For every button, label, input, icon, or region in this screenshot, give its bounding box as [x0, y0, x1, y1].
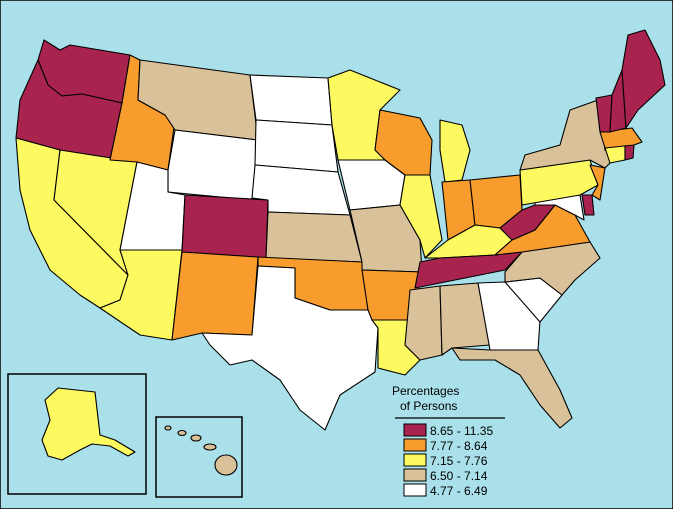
state-MA[interactable]: [599, 127, 643, 149]
state-AL[interactable]: [439, 282, 491, 356]
state-ND[interactable]: [249, 74, 333, 126]
state-GA[interactable]: [477, 281, 541, 351]
state-MS[interactable]: [404, 285, 443, 361]
state-MI[interactable]: [439, 119, 471, 183]
state-RI[interactable]: [624, 144, 635, 161]
state-HI[interactable]: [164, 425, 238, 476]
state-CO[interactable]: [181, 194, 269, 259]
state-SD[interactable]: [254, 119, 339, 173]
state-DE[interactable]: [581, 194, 595, 216]
state-NM[interactable]: [171, 251, 259, 341]
legend-label-5: 4.77 - 6.49: [430, 484, 488, 498]
state-AK[interactable]: [41, 387, 136, 461]
states-layer: [7, 29, 666, 498]
legend-title-line1: Percentages: [392, 384, 459, 398]
state-WY[interactable]: [167, 129, 259, 201]
state-TX[interactable]: [201, 265, 379, 431]
legend-title-line2: of Persons: [400, 399, 457, 413]
legend-swatch-3: [403, 453, 427, 467]
legend-swatch-5: [403, 483, 427, 497]
legend: Percentages of Persons 8.65 - 11.357.77 …: [392, 384, 505, 498]
state-NJ[interactable]: [589, 164, 606, 201]
legend-label-2: 7.77 - 8.64: [430, 439, 488, 453]
state-ME[interactable]: [621, 29, 666, 129]
legend-label-1: 8.65 - 11.35: [430, 424, 493, 438]
legend-label-3: 7.15 - 7.76: [430, 454, 488, 468]
state-FL[interactable]: [451, 347, 573, 429]
legend-swatch-4: [403, 468, 427, 482]
legend-swatch-2: [403, 438, 427, 452]
legend-label-4: 6.50 - 7.14: [430, 469, 488, 483]
legend-swatch-1: [403, 423, 427, 437]
legend-items: 8.65 - 11.357.77 - 8.647.15 - 7.766.50 -…: [403, 423, 493, 498]
state-KS[interactable]: [265, 211, 363, 263]
